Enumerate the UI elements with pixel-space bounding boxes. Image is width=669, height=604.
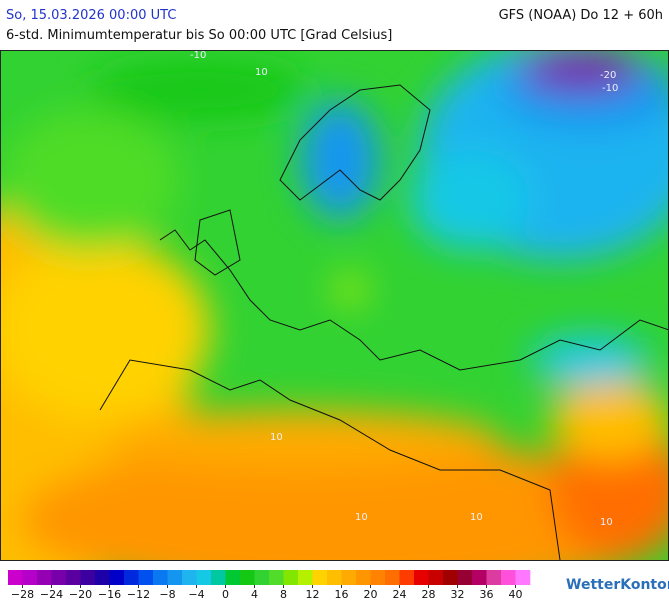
color-swatch [399,570,415,585]
color-swatch [283,570,299,585]
color-swatch [109,570,125,585]
contour-label: -20 [600,70,616,81]
tick-label: −24 [40,588,63,600]
tick-label: −12 [127,588,150,600]
tick-label: 4 [251,588,258,600]
color-swatch [225,570,241,585]
color-swatch [254,570,270,585]
tick-label: −16 [98,588,121,600]
contour-label: 10 [355,512,368,523]
color-swatch [22,570,38,585]
color-swatch [95,570,110,585]
color-swatch [37,570,52,585]
tick-label: 32 [451,588,465,600]
color-swatch [414,570,429,585]
color-swatch [124,570,139,585]
tick-label: 16 [335,588,349,600]
color-swatch [486,570,502,585]
color-swatch [153,570,168,585]
color-swatch [211,570,226,585]
contour-label: 10 [255,67,268,78]
contour-label: 10 [600,517,613,528]
contour-label: -10 [602,83,618,94]
color-swatch [327,570,342,585]
tick-label: 8 [280,588,287,600]
color-swatch [312,570,328,585]
tick-label: 0 [222,588,229,600]
contour-label: -10 [190,50,206,61]
color-swatch [51,570,67,585]
tick-label: −20 [69,588,92,600]
tick-label: 40 [509,588,523,600]
tick-label: 24 [393,588,407,600]
color-swatch [501,570,516,585]
map [1,51,668,560]
color-swatch [443,570,458,585]
color-swatch [66,570,81,585]
contour-label: 10 [470,512,483,523]
tick-label: −28 [11,588,34,600]
tick-label: 36 [480,588,494,600]
subtitle: 6-std. Minimumtemperatur bis So 00:00 UT… [6,28,392,43]
logo: WetterKontor [566,577,669,593]
tick-label: 12 [306,588,320,600]
date: So, 15.03.2026 00:00 UTC [6,8,176,23]
color-swatch [515,570,531,585]
tick-label: −4 [188,588,204,600]
color-swatch [457,570,473,585]
tick-label: 20 [364,588,378,600]
color-scale: −28 −24 −20 −16 −12 −8 −4 0 4 8 12 16 20 24 28 32 36 40 [8,570,531,601]
color-swatch [8,570,23,585]
color-swatch [472,570,487,585]
color-swatch [80,570,96,585]
contour-labels: -10 10 -20 -10 10 10 10 10 [190,50,618,528]
tick-label: −8 [159,588,175,600]
color-swatch [298,570,313,585]
color-swatch [167,570,183,585]
color-swatch [182,570,197,585]
color-swatch [269,570,284,585]
model: GFS (NOAA) Do 12 + 60h [499,8,663,23]
color-swatch [370,570,386,585]
color-swatch [356,570,371,585]
color-swatch [138,570,154,585]
color-swatch [428,570,444,585]
color-swatch [341,570,357,585]
color-swatch [385,570,400,585]
color-swatch [196,570,212,585]
tick-label: 28 [422,588,436,600]
color-swatch [240,570,255,585]
contour-label: 10 [270,432,283,443]
